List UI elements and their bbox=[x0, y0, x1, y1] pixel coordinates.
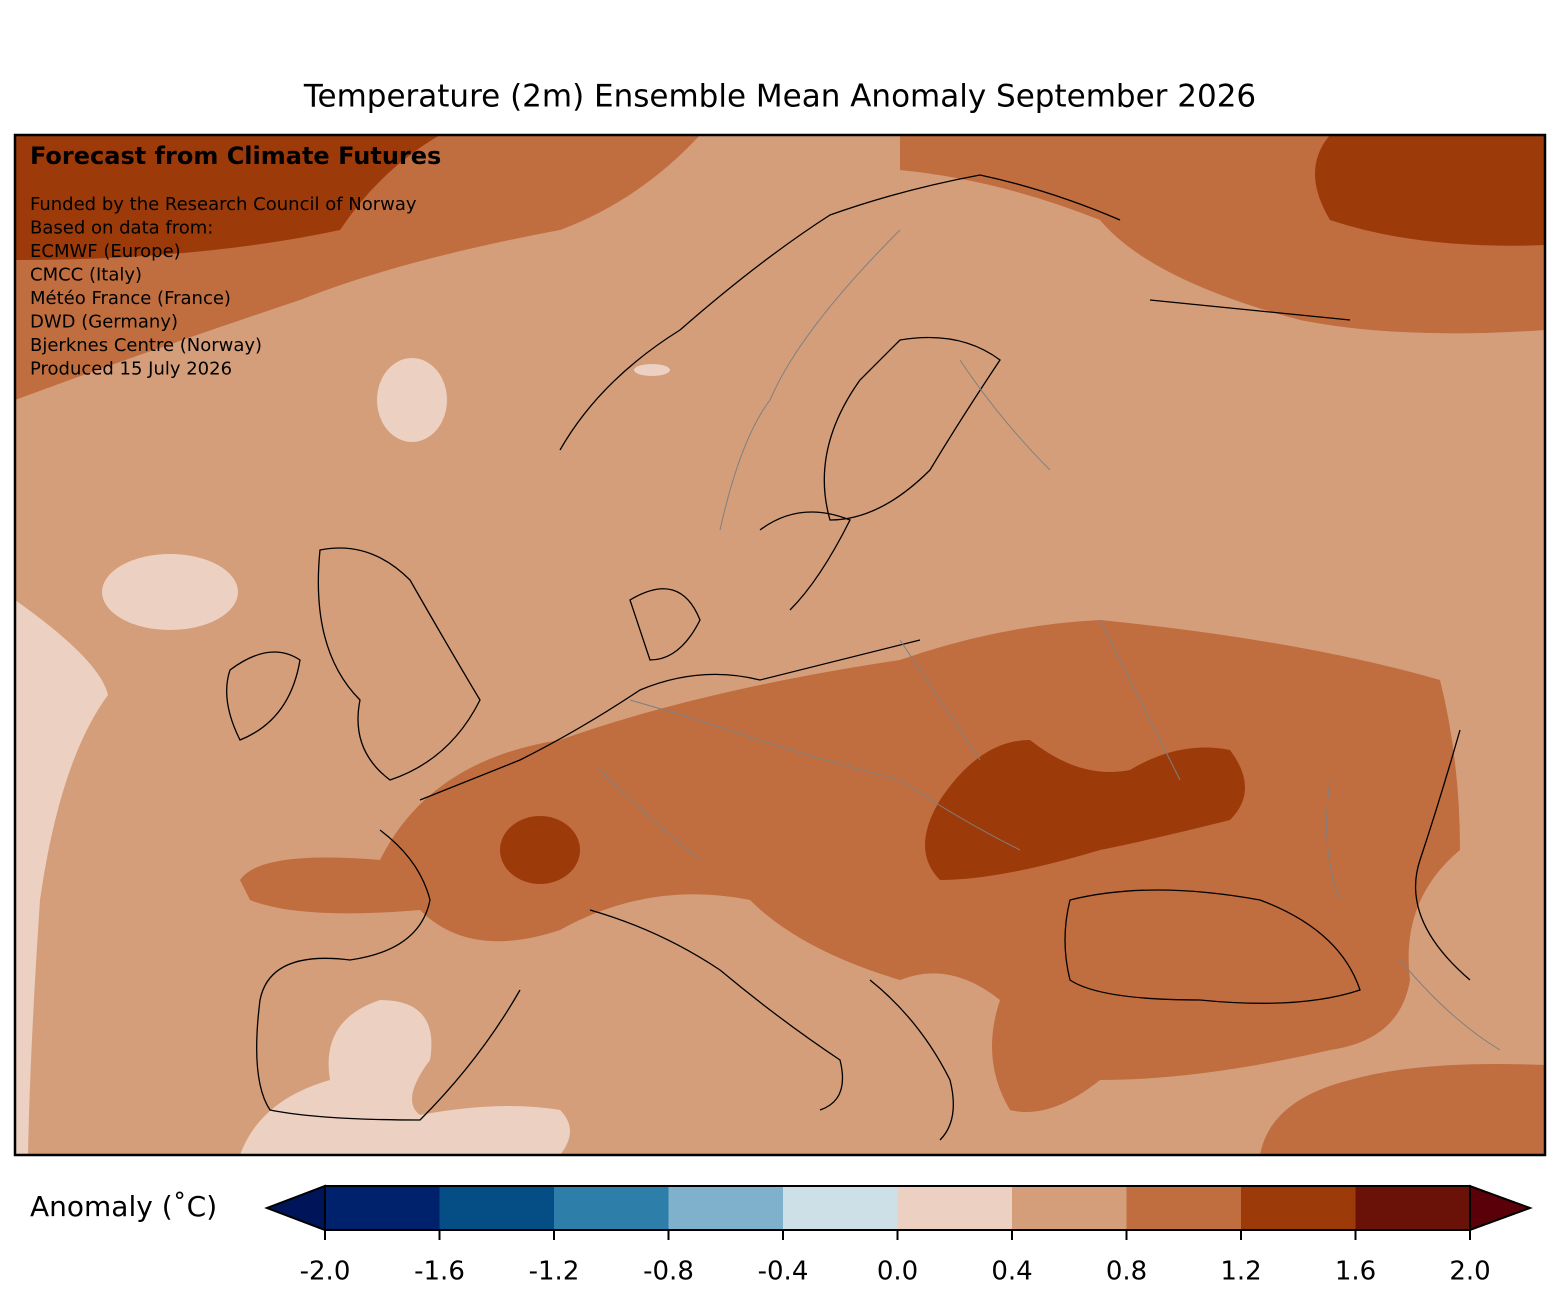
colorbar-bin bbox=[783, 1186, 898, 1230]
anomaly-region bbox=[634, 364, 670, 376]
border bbox=[599, 229, 1501, 1051]
colorbar: -2.0 -1.6 -1.2 -0.8 -0.4 0.0 0.4 0.8 1.2 1.6 2.0 bbox=[264, 1184, 1533, 1287]
colorbar-extend-over bbox=[1469, 1184, 1533, 1232]
colorbar-tick-label: -0.4 bbox=[758, 1257, 809, 1287]
colorbar-bin bbox=[325, 1186, 440, 1230]
anomaly-region bbox=[15, 600, 108, 1155]
anomaly-region bbox=[15, 135, 440, 260]
colorbar-bin bbox=[1241, 1186, 1356, 1230]
map-frame bbox=[13, 133, 1547, 1157]
colorbar-tick-label: -0.8 bbox=[643, 1257, 694, 1287]
annotation-line: Produced 15 July 2026 bbox=[30, 359, 232, 380]
annotation-line: Funded by the Research Council of Norway bbox=[30, 194, 417, 215]
anomaly-region bbox=[102, 554, 238, 630]
colorbar-tick-label: 0.4 bbox=[991, 1257, 1032, 1287]
annotation-line: Météo France (France) bbox=[30, 288, 231, 309]
colorbar-bin bbox=[554, 1186, 669, 1230]
annotation-heading: Forecast from Climate Futures bbox=[30, 142, 441, 170]
annotation-line: DWD (Germany) bbox=[30, 312, 178, 333]
anomaly-region bbox=[1315, 135, 1545, 246]
anomaly-region bbox=[240, 620, 1460, 1112]
anomaly-region bbox=[377, 358, 447, 442]
colorbar-tick-label: 0.8 bbox=[1106, 1257, 1147, 1287]
map bbox=[15, 135, 1545, 1155]
annotation-line: Bjerknes Centre (Norway) bbox=[30, 335, 262, 356]
colorbar-bin bbox=[439, 1186, 555, 1230]
annotation: Funded by the Research Council of Norway… bbox=[30, 194, 417, 380]
colorbar-tick-label: 1.6 bbox=[1335, 1257, 1376, 1287]
colorbar-tick-label: 1.2 bbox=[1220, 1257, 1261, 1287]
annotation-line: CMCC (Italy) bbox=[30, 265, 142, 286]
colorbar-bin bbox=[1012, 1186, 1127, 1230]
anomaly-region bbox=[925, 740, 1245, 880]
anomaly-region bbox=[1260, 1064, 1545, 1155]
colorbar-extend-under bbox=[264, 1184, 326, 1232]
colorbar-tick-label: -2.0 bbox=[300, 1257, 351, 1287]
colorbar-tick-label: -1.6 bbox=[414, 1257, 465, 1287]
colorbar-tick-label: 2.0 bbox=[1449, 1257, 1490, 1287]
colorbar-bin bbox=[1126, 1186, 1242, 1230]
coastline bbox=[226, 174, 1471, 1141]
anomaly-region bbox=[500, 816, 580, 884]
colorbar-tick-label: -1.2 bbox=[529, 1257, 580, 1287]
colorbar-bin bbox=[668, 1186, 784, 1230]
title: Temperature (2m) Ensemble Mean Anomaly S… bbox=[303, 79, 1256, 115]
colorbar-tick-label: 0.0 bbox=[877, 1257, 918, 1287]
colorbar-bin bbox=[1355, 1186, 1471, 1230]
annotation-line: Based on data from: bbox=[30, 218, 213, 239]
colorbar-bin bbox=[897, 1186, 1013, 1230]
colorbar-label: Anomaly (˚C) bbox=[30, 1190, 217, 1223]
annotation-line: ECMWF (Europe) bbox=[30, 241, 181, 262]
